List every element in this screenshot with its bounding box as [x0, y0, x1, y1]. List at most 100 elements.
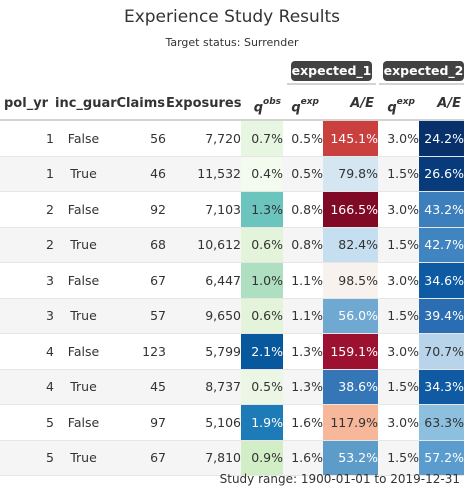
header-q-obs: qobs	[253, 97, 281, 116]
ae-1-cell: 98.5%	[323, 262, 378, 299]
ae-1-cell: 166.5%	[323, 191, 378, 228]
ae-2-cell: 42.7%	[419, 227, 464, 263]
q-exp-2-cell: 1.5%	[378, 440, 419, 476]
ae-2-cell: 26.6%	[419, 156, 464, 192]
exposures-cell: 7,810	[166, 440, 241, 476]
q-obs-cell: 0.7%	[241, 121, 283, 157]
q-exp-2-cell: 3.0%	[378, 404, 419, 441]
table-row: 5 False 97 5,106 1.9% 1.6% 117.9% 3.0% 63.3%	[0, 404, 464, 441]
table-row: 2 True 68 10,612 0.6% 0.8% 82.4% 1.5% 42.7%	[0, 227, 464, 263]
q-exp-2-cell: 3.0%	[378, 191, 419, 228]
inc-guar-cell: True	[54, 227, 113, 263]
q-exp-1-cell: 0.8%	[283, 191, 323, 228]
header-ae-2: A/E	[437, 96, 461, 111]
table-row: 3 True 57 9,650 0.6% 1.1% 56.0% 1.5% 39.4%	[0, 298, 464, 334]
exposures-cell: 7,103	[166, 191, 241, 228]
pol-yr-cell: 4	[0, 369, 54, 405]
table-row: 3 False 67 6,447 1.0% 1.1% 98.5% 3.0% 34.6%	[0, 262, 464, 299]
header-ae-1: A/E	[350, 96, 374, 111]
claims-cell: 67	[113, 440, 166, 476]
results-table: 1 False 56 7,720 0.7% 0.5% 145.1% 3.0% 24.2% 1 Tru…	[0, 121, 464, 476]
exposures-cell: 5,799	[166, 333, 241, 370]
exposures-cell: 11,532	[166, 156, 241, 192]
ae-1-cell: 82.4%	[323, 227, 378, 263]
q-exp-1-cell: 0.5%	[283, 121, 323, 157]
q-obs-cell: 1.3%	[241, 191, 283, 228]
study-range-note: Study range: 1900-01-01 to 2019-12-31	[219, 472, 460, 486]
claims-cell: 92	[113, 191, 166, 228]
ae-2-cell: 34.6%	[419, 262, 464, 299]
header-exposures: Exposures	[166, 96, 242, 111]
pol-yr-cell: 2	[0, 227, 54, 263]
header-rule	[0, 119, 464, 121]
exposures-cell: 10,612	[166, 227, 241, 263]
table-row: 4 False 123 5,799 2.1% 1.3% 159.1% 3.0% 70.7%	[0, 333, 464, 370]
q-obs-cell: 2.1%	[241, 333, 283, 370]
q-exp-2-cell: 3.0%	[378, 121, 419, 157]
inc-guar-cell: False	[54, 121, 113, 157]
exposures-cell: 6,447	[166, 262, 241, 299]
inc-guar-cell: True	[54, 298, 113, 334]
q-obs-cell: 0.9%	[241, 440, 283, 476]
exposures-cell: 7,720	[166, 121, 241, 157]
q-exp-2-cell: 3.0%	[378, 262, 419, 299]
ae-1-cell: 145.1%	[323, 121, 378, 157]
ae-1-cell: 159.1%	[323, 333, 378, 370]
claims-cell: 57	[113, 298, 166, 334]
q-obs-cell: 0.6%	[241, 227, 283, 263]
table-subtitle: Target status: Surrender	[165, 36, 299, 49]
ae-2-cell: 70.7%	[419, 333, 464, 370]
q-exp-1-cell: 1.1%	[283, 298, 323, 334]
q-exp-1-cell: 1.3%	[283, 333, 323, 370]
q-exp-2-cell: 1.5%	[378, 156, 419, 192]
ae-2-cell: 63.3%	[419, 404, 464, 441]
claims-cell: 45	[113, 369, 166, 405]
ae-1-cell: 38.6%	[323, 369, 378, 405]
inc-guar-cell: True	[54, 156, 113, 192]
ae-1-cell: 79.8%	[323, 156, 378, 192]
inc-guar-cell: True	[54, 440, 113, 476]
exposures-cell: 9,650	[166, 298, 241, 334]
q-exp-2-cell: 1.5%	[378, 298, 419, 334]
q-exp-2-cell: 1.5%	[378, 369, 419, 405]
inc-guar-cell: False	[54, 191, 113, 228]
q-obs-cell: 1.0%	[241, 262, 283, 299]
spanner-expected-2: expected_2	[383, 61, 464, 81]
table-row: 2 False 92 7,103 1.3% 0.8% 166.5% 3.0% 43.2%	[0, 191, 464, 228]
table-row: 4 True 45 8,737 0.5% 1.3% 38.6% 1.5% 34.3%	[0, 369, 464, 405]
spanner-expected-2-rule	[379, 83, 464, 85]
inc-guar-cell: True	[54, 369, 113, 405]
inc-guar-cell: False	[54, 404, 113, 441]
ae-1-cell: 56.0%	[323, 298, 378, 334]
table-title: Experience Study Results	[123, 7, 341, 27]
q-exp-1-cell: 0.5%	[283, 156, 323, 192]
q-exp-2-cell: 1.5%	[378, 227, 419, 263]
ae-2-cell: 34.3%	[419, 369, 464, 405]
claims-cell: 56	[113, 121, 166, 157]
header-claims: Claims	[116, 96, 165, 111]
header-q-exp-1: qexp	[291, 97, 319, 116]
pol-yr-cell: 3	[0, 298, 54, 334]
claims-cell: 68	[113, 227, 166, 263]
header-pol-yr: pol_yr	[4, 96, 49, 111]
table-row: 5 True 67 7,810 0.9% 1.6% 53.2% 1.5% 57.2%	[0, 440, 464, 476]
ae-2-cell: 24.2%	[419, 121, 464, 157]
q-exp-2-cell: 3.0%	[378, 333, 419, 370]
ae-2-cell: 43.2%	[419, 191, 464, 228]
q-obs-cell: 0.6%	[241, 298, 283, 334]
ae-2-cell: 39.4%	[419, 298, 464, 334]
spanner-expected-1-rule	[287, 83, 376, 85]
ae-2-cell: 57.2%	[419, 440, 464, 476]
table-row: 1 False 56 7,720 0.7% 0.5% 145.1% 3.0% 24.2%	[0, 121, 464, 157]
ae-1-cell: 53.2%	[323, 440, 378, 476]
spanner-expected-1: expected_1	[291, 61, 372, 81]
claims-cell: 67	[113, 262, 166, 299]
q-obs-cell: 1.9%	[241, 404, 283, 441]
q-exp-1-cell: 1.3%	[283, 369, 323, 405]
pol-yr-cell: 1	[0, 156, 54, 192]
pol-yr-cell: 3	[0, 262, 54, 299]
q-obs-cell: 0.4%	[241, 156, 283, 192]
pol-yr-cell: 1	[0, 121, 54, 157]
pol-yr-cell: 5	[0, 440, 54, 476]
